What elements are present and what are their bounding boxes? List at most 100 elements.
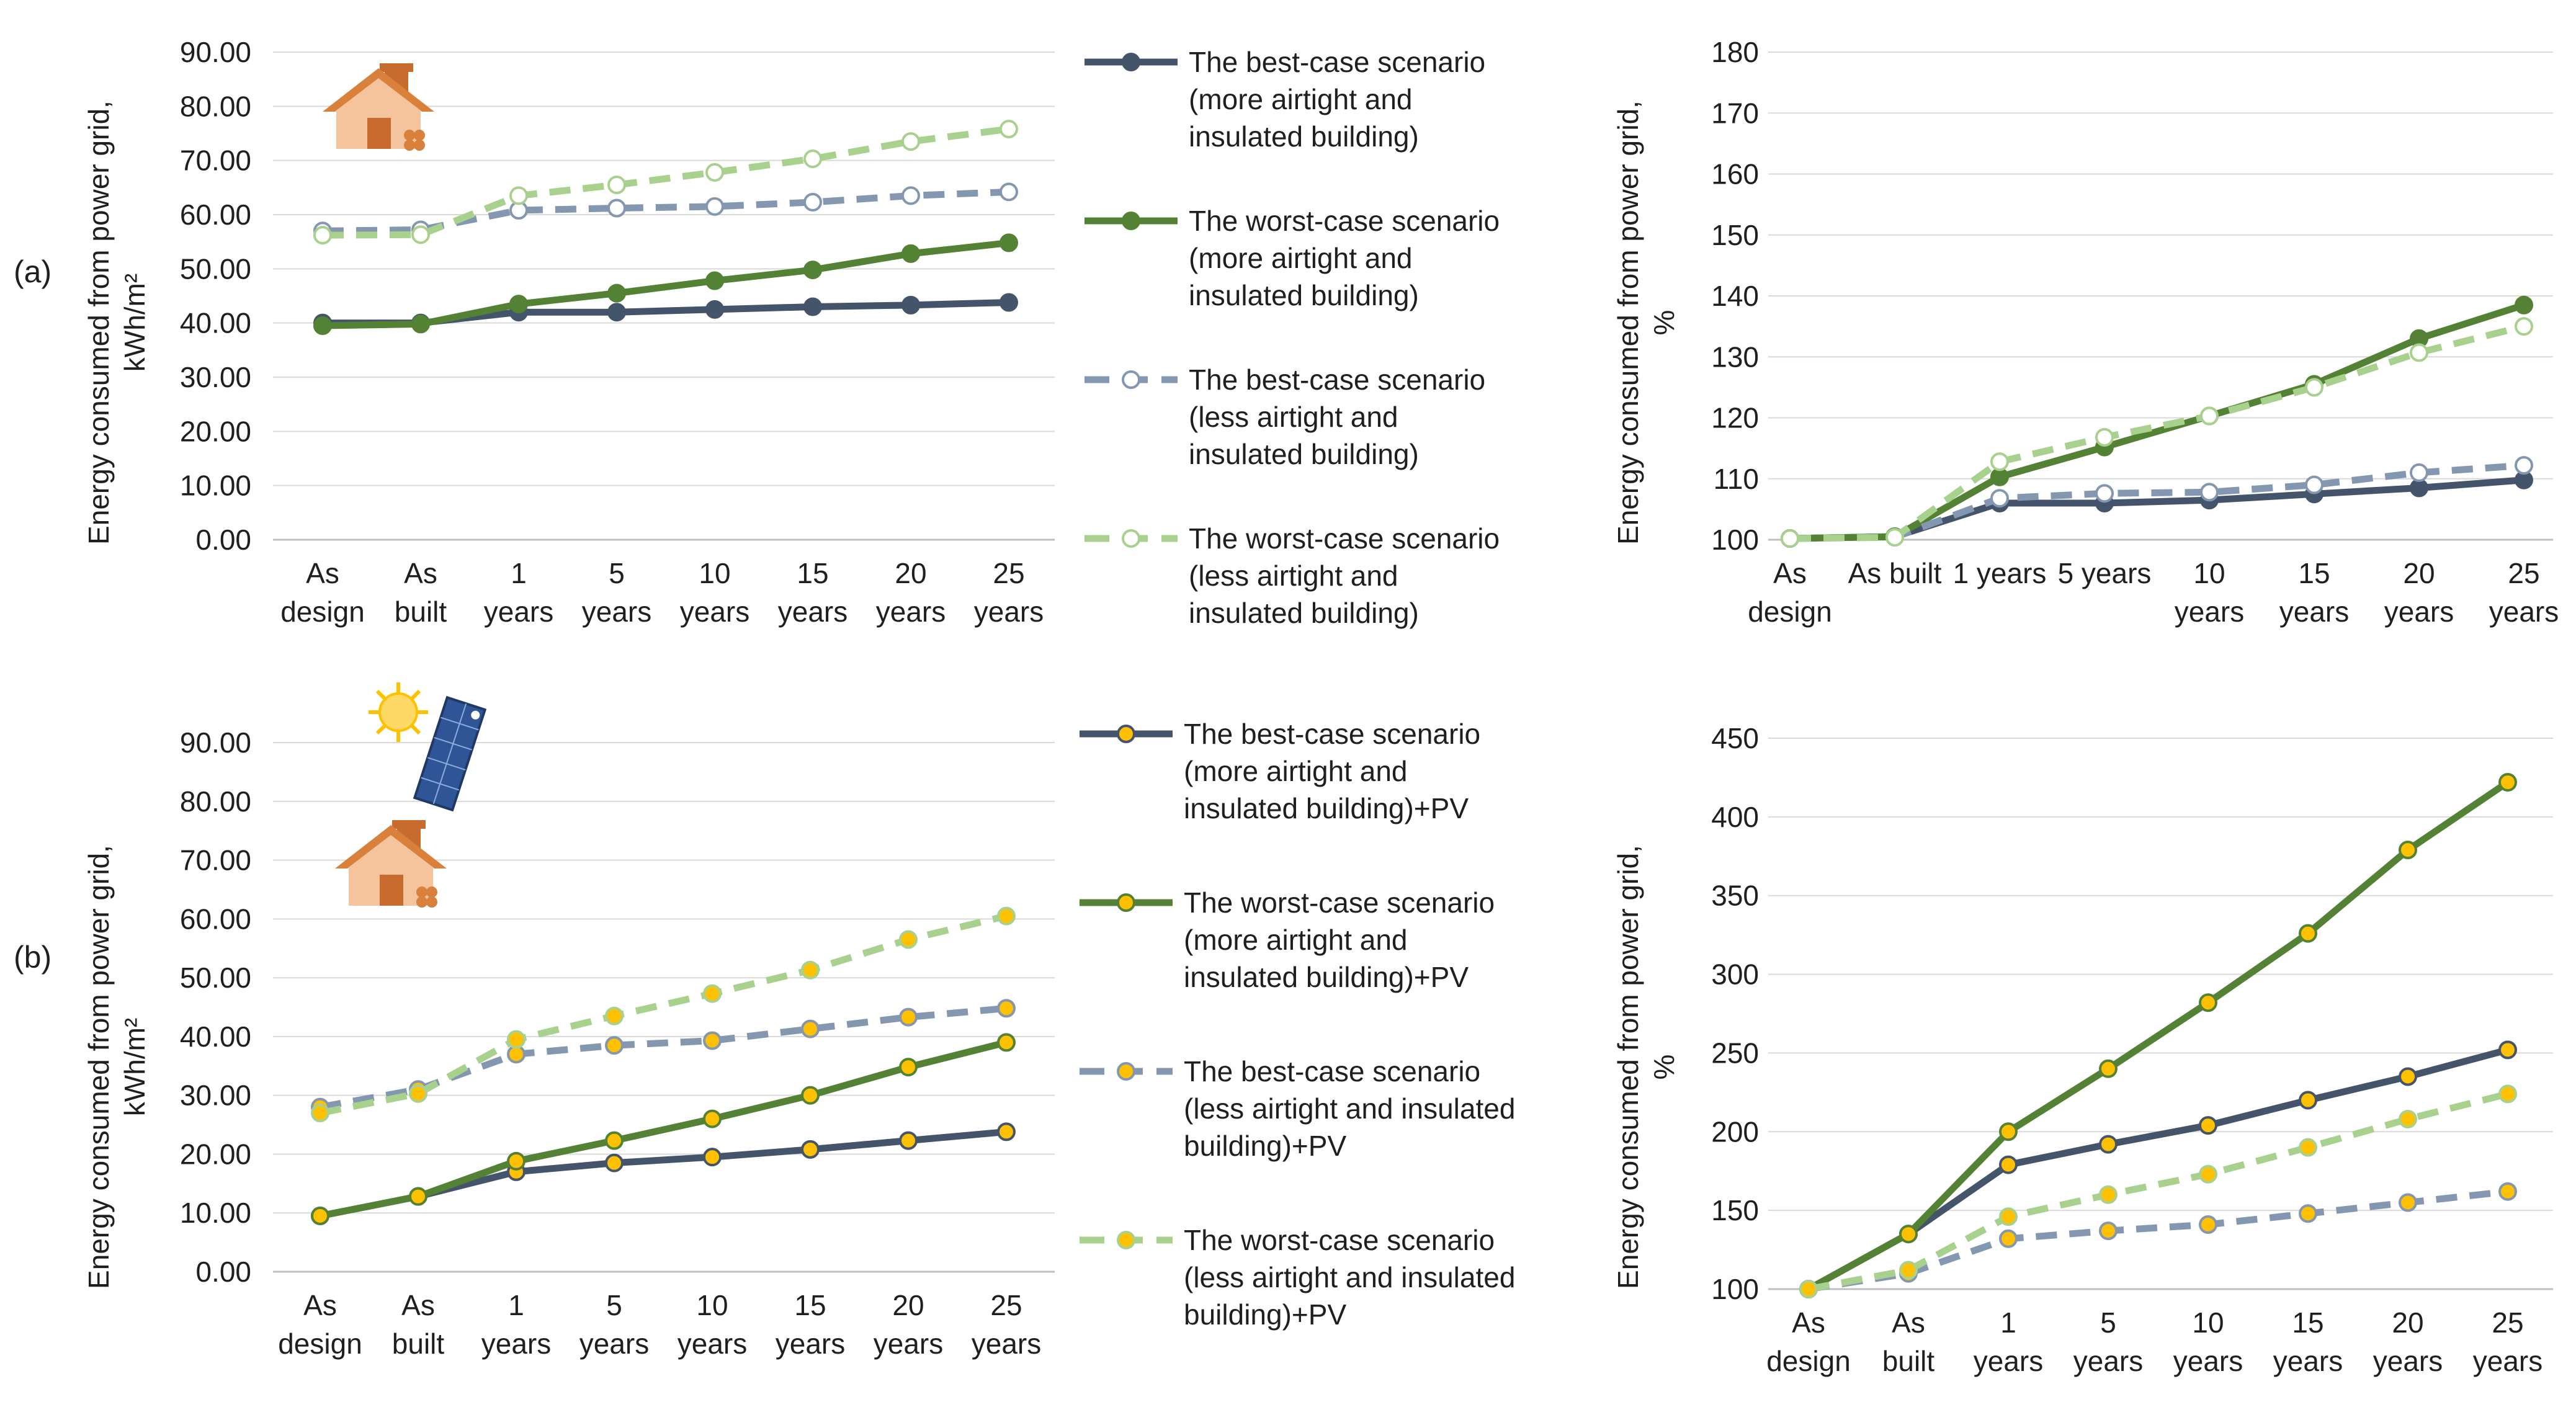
data-point [1999, 1122, 2018, 1141]
x-tick-label: years [484, 596, 553, 628]
y-tick-label: 250 [1711, 1037, 1759, 1069]
x-tick-label: As [1792, 1306, 1825, 1339]
data-point [1899, 1261, 1918, 1280]
x-tick-label: As [401, 1289, 435, 1321]
data-point [1000, 293, 1018, 312]
legend-label: The worst-case scenario [1189, 522, 1500, 555]
x-tick-label: As built [1848, 557, 1942, 589]
data-point [507, 1030, 525, 1049]
data-point [703, 1109, 722, 1128]
data-point [1000, 233, 1018, 252]
y-tick-label: 120 [1711, 402, 1759, 434]
legend-label: (more airtight and [1189, 83, 1413, 115]
series-line-4 [1789, 323, 2525, 542]
sun-icon [369, 682, 428, 742]
data-point [901, 132, 920, 151]
x-tick-label: As [1773, 557, 1807, 589]
data-point [409, 1084, 427, 1103]
data-point [1999, 1155, 2018, 1174]
data-point [801, 1140, 820, 1159]
y-tick-label: 100 [1711, 1273, 1759, 1305]
y-tick-label: 200 [1711, 1115, 1759, 1148]
legend-panel-b: The best-case scenario (more airtight and… [1080, 718, 1515, 1331]
data-point [997, 906, 1016, 926]
y-axis-title-line2: % [1648, 1055, 1680, 1080]
data-point [605, 1131, 624, 1150]
legend-item-1: The best-case scenario (more airtight and… [1085, 46, 1485, 153]
y-tick-label: 80.00 [180, 785, 251, 818]
data-point [803, 261, 822, 280]
x-tick-label: years [972, 1328, 1041, 1360]
data-point [801, 960, 820, 980]
y-tick-label: 90.00 [180, 36, 251, 68]
y-tick-label: 150 [1711, 1194, 1759, 1226]
legend-label: (less airtight and insulated [1184, 1261, 1515, 1293]
data-point [2515, 317, 2533, 336]
data-point [605, 1036, 624, 1055]
data-point [2399, 1067, 2417, 1086]
legend-item-3: The best-case scenario (less airtight and… [1080, 1055, 1515, 1162]
series-line-2 [1786, 301, 2528, 542]
data-point [2095, 484, 2114, 503]
x-tick-label: 10 [2193, 557, 2225, 589]
chart-a-absolute-energy: 0.00 10.00 20.00 30.00 40.00 50.00 60.00 70.00 8… [180, 36, 1055, 628]
x-tick-label: years [874, 1328, 943, 1360]
data-point [313, 226, 332, 245]
x-tick-label: years [678, 1328, 747, 1360]
data-point [703, 984, 722, 1003]
y-axis-title-b-pct: Energy consumed from power grid, % [1612, 845, 1680, 1289]
x-tick-label: years [1974, 1345, 2043, 1377]
x-tick-label: years [876, 596, 946, 628]
y-tick-label: 10.00 [180, 1197, 251, 1229]
data-point [2299, 924, 2317, 943]
x-tick-label: years [579, 1328, 649, 1360]
legend-swatch-marker [1122, 212, 1140, 230]
legend-swatch-marker [1117, 1231, 1135, 1249]
legend-swatch-marker [1122, 53, 1140, 71]
x-tick-label: 20 [895, 557, 926, 589]
y-tick-label: 30.00 [180, 1079, 251, 1112]
legend-label: The worst-case scenario [1184, 886, 1495, 919]
data-point [2299, 1138, 2317, 1157]
house-icon [335, 820, 447, 908]
y-tick-label: 150 [1711, 219, 1759, 251]
legend-label: (more airtight and [1184, 755, 1408, 787]
data-point [2199, 1215, 2217, 1234]
data-point [1885, 528, 1904, 547]
data-point [2199, 1116, 2217, 1135]
data-point [1899, 1225, 1918, 1244]
data-point [2299, 1204, 2317, 1223]
series-line-2 [316, 1038, 1010, 1220]
y-tick-label: 70.00 [180, 145, 251, 177]
data-point [1990, 467, 2009, 486]
data-point [2498, 1182, 2517, 1201]
data-point [705, 197, 724, 216]
series-line-4 [319, 913, 1008, 1117]
legend-label: building)+PV [1184, 1298, 1346, 1331]
data-point [2099, 1059, 2118, 1078]
chart-a-percent-energy: 100 110 120 130 140 150 160 170 180 As design As bu… [1711, 36, 2559, 628]
data-point [509, 186, 528, 205]
data-point [803, 150, 822, 169]
x-tick-label: built [1882, 1345, 1935, 1377]
y-tick-label: 170 [1711, 97, 1759, 129]
data-point [705, 300, 724, 319]
data-point [313, 316, 332, 336]
x-tick-label: As [1892, 1306, 1925, 1339]
data-point [605, 1006, 624, 1025]
series-line-3 [1789, 462, 2525, 542]
x-tick-label: years [680, 596, 749, 628]
x-tick-label: years [2373, 1345, 2443, 1377]
y-tick-label: 140 [1711, 280, 1759, 312]
x-tick-label: years [2384, 596, 2454, 628]
data-point [703, 1148, 722, 1167]
y-axis-title-a-abs: Energy consumed from power grid, kWh/m² [83, 100, 151, 545]
series-line-4 [322, 125, 1009, 239]
y-tick-label: 60.00 [180, 903, 251, 935]
data-point [311, 1206, 329, 1225]
data-point [801, 1086, 820, 1105]
data-point [2199, 993, 2217, 1012]
x-tick-label: years [778, 596, 847, 628]
data-point [899, 1058, 918, 1077]
panel-b-label: (b) [14, 940, 51, 975]
